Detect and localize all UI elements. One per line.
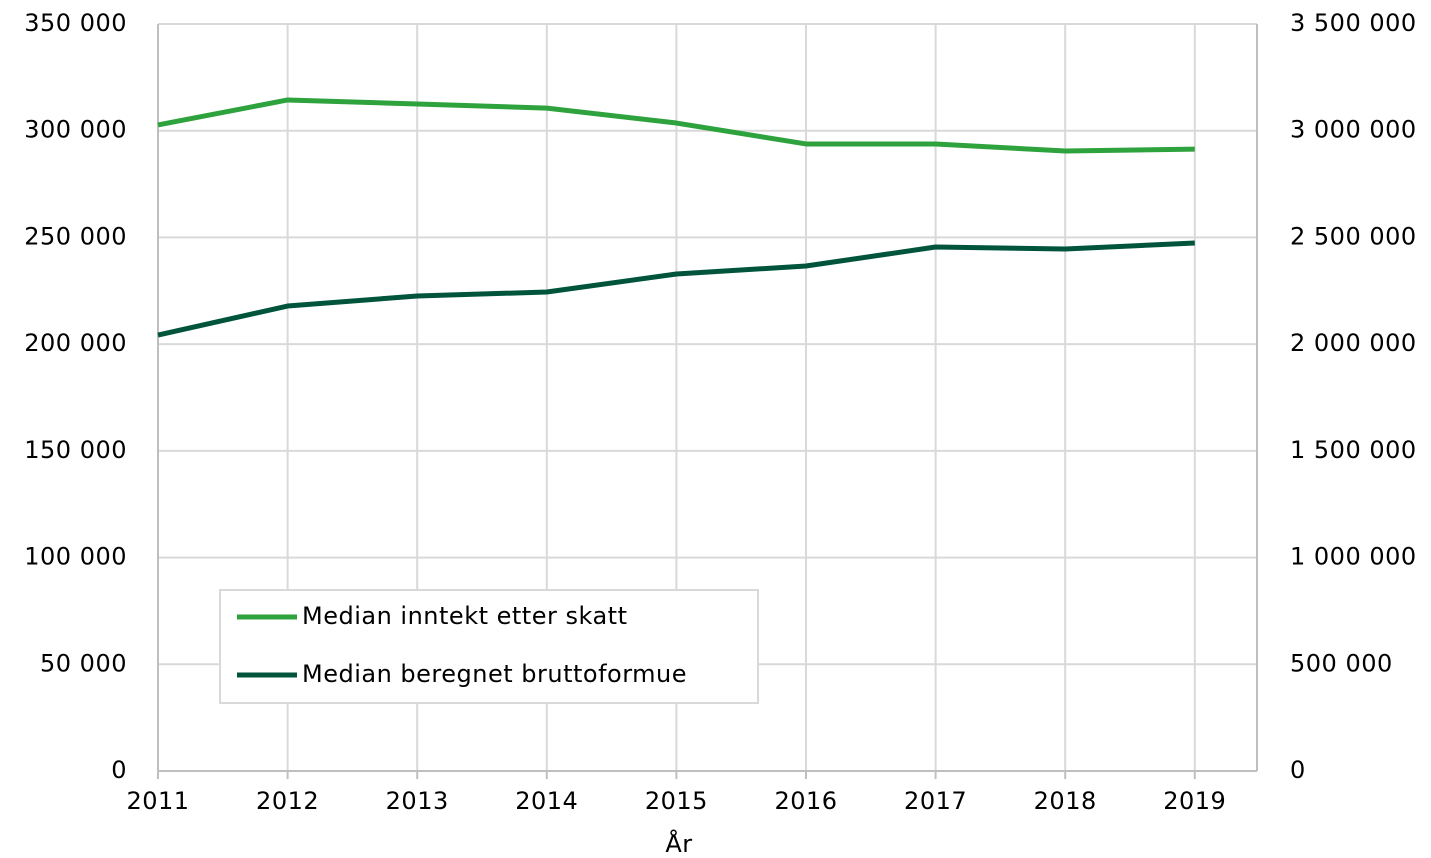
x-tick-label: 2019 (1163, 787, 1226, 815)
y-tick-label: 100 000 (24, 543, 127, 571)
x-tick-label: 2017 (904, 787, 967, 815)
legend-label: Median beregnet bruttoformue (302, 660, 687, 688)
data-line (157, 240, 1195, 338)
y2-tick-label: 500 000 (1290, 649, 1393, 677)
legend-label: Median inntekt etter skatt (302, 602, 627, 630)
x-tick-label: 2018 (1034, 787, 1097, 815)
x-axis-label: År (665, 829, 692, 858)
y-tick-label: 250 000 (24, 222, 127, 250)
y2-tick-label: 1 500 000 (1290, 436, 1417, 464)
x-tick-label: 2012 (256, 787, 319, 815)
y-tick-label: 150 000 (24, 436, 127, 464)
data-line (157, 97, 1195, 154)
x-tick-label: 2016 (774, 787, 837, 815)
y-tick-label: 50 000 (40, 649, 127, 677)
legend: Median inntekt etter skatt Median beregne… (219, 589, 759, 704)
y-tick-label: 200 000 (24, 329, 127, 357)
y2-tick-label: 2 000 000 (1290, 329, 1417, 357)
x-tick-label: 2014 (515, 787, 578, 815)
y2-tick-label: 2 500 000 (1290, 222, 1417, 250)
y-tick-label: 300 000 (24, 116, 127, 144)
y2-tick-label: 3 500 000 (1290, 9, 1417, 37)
y-tick-label: 350 000 (24, 9, 127, 37)
y-tick-label: 0 (111, 756, 127, 784)
y2-tick-label: 3 000 000 (1290, 116, 1417, 144)
y2-tick-label: 1 000 000 (1290, 543, 1417, 571)
legend-box (219, 589, 759, 704)
x-tick-label: 2011 (126, 787, 189, 815)
y2-tick-label: 0 (1290, 756, 1306, 784)
x-tick-label: 2015 (645, 787, 708, 815)
x-tick-label: 2013 (386, 787, 449, 815)
